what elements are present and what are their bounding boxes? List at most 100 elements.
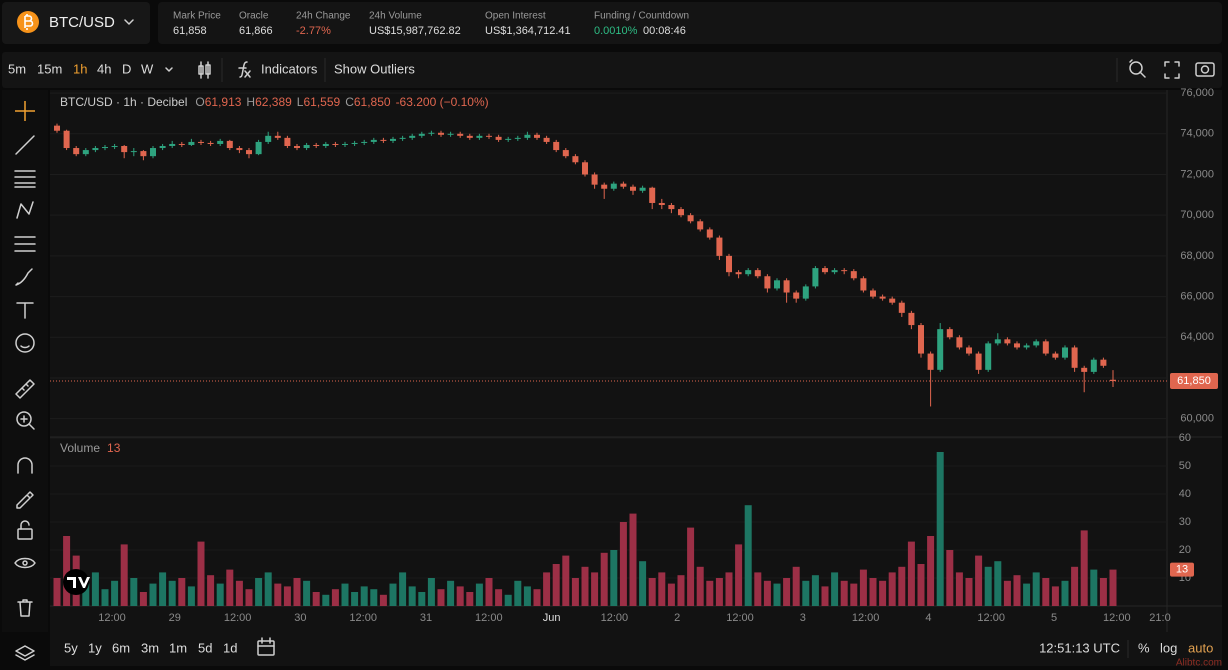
delete-tool[interactable] bbox=[17, 599, 33, 617]
text-tool[interactable] bbox=[16, 302, 34, 319]
volume-bar bbox=[437, 589, 445, 606]
crosshair-tool[interactable] bbox=[15, 101, 35, 121]
btc-glyph bbox=[24, 14, 34, 30]
layers-tool[interactable] bbox=[15, 645, 35, 661]
volume-bar bbox=[735, 544, 743, 606]
volume-bar bbox=[312, 592, 320, 606]
candle-body bbox=[351, 142, 358, 144]
candle-body bbox=[572, 156, 579, 163]
percent-toggle[interactable]: % bbox=[1138, 640, 1150, 655]
x-tick-label: 12:00 bbox=[475, 612, 503, 624]
screenshot-button[interactable] bbox=[1195, 62, 1215, 77]
candle-body bbox=[639, 187, 646, 191]
candle-body bbox=[150, 148, 156, 157]
candle-body bbox=[169, 143, 176, 146]
magnet-tool[interactable] bbox=[17, 457, 33, 474]
emoji-tool[interactable] bbox=[15, 333, 35, 353]
candle-body bbox=[428, 132, 435, 134]
candle-body bbox=[562, 150, 569, 157]
zoom-in-tool[interactable] bbox=[16, 411, 35, 430]
pattern-tool[interactable] bbox=[16, 201, 34, 219]
volume-bar bbox=[351, 592, 359, 606]
show-outliers-button[interactable]: Show Outliers bbox=[334, 61, 415, 76]
stay-in-drawing-tool[interactable] bbox=[16, 491, 34, 509]
fib-tool[interactable] bbox=[14, 170, 36, 188]
volume-bar bbox=[984, 566, 992, 606]
volume-tick-label: 40 bbox=[1179, 488, 1191, 500]
volume-bar bbox=[91, 572, 99, 606]
volume-bar bbox=[226, 569, 234, 606]
volume-bar bbox=[159, 572, 167, 606]
plot: 61,850 13 bbox=[50, 123, 1218, 606]
candle-body bbox=[514, 137, 521, 139]
candle-body bbox=[591, 174, 598, 185]
range-button[interactable]: 5y bbox=[64, 640, 78, 655]
visibility-tool[interactable] bbox=[14, 557, 36, 569]
timeframe-button[interactable]: 15m bbox=[37, 61, 62, 76]
volume-bar bbox=[63, 536, 71, 606]
range-button[interactable]: 5d bbox=[198, 640, 212, 655]
x-tick-label: 12:00 bbox=[601, 612, 629, 624]
range-button[interactable]: 6m bbox=[112, 640, 130, 655]
last-price-label: 61,850 bbox=[1177, 375, 1211, 387]
timeframe-button[interactable]: W bbox=[141, 61, 154, 76]
ruler-tool[interactable] bbox=[15, 379, 35, 399]
stat-value: US$15,987,762.82 bbox=[369, 25, 461, 37]
x-tick-label: 12:00 bbox=[349, 612, 377, 624]
x-tick-label: Jun bbox=[543, 612, 561, 624]
volume-bar bbox=[523, 586, 531, 606]
candle-body bbox=[745, 270, 752, 275]
candle-body bbox=[553, 141, 560, 151]
projection-tool[interactable] bbox=[14, 236, 36, 252]
candle-body bbox=[284, 137, 291, 146]
candle-body bbox=[380, 139, 387, 141]
chart-type-button[interactable] bbox=[198, 61, 211, 79]
timeframe-button[interactable]: 1h bbox=[73, 61, 87, 76]
candle-body bbox=[601, 184, 608, 189]
auto-toggle[interactable]: auto bbox=[1188, 640, 1213, 655]
range-button[interactable]: 1y bbox=[88, 640, 102, 655]
candle-body bbox=[111, 145, 118, 148]
watermark: Alibtc.com bbox=[1176, 658, 1222, 669]
date-range-button[interactable] bbox=[257, 637, 275, 656]
timeframe-button[interactable]: 4h bbox=[97, 61, 111, 76]
volume-bar bbox=[514, 580, 522, 606]
bottom-bar bbox=[50, 632, 1222, 666]
volume-bar bbox=[504, 594, 512, 606]
timeframe-button[interactable]: D bbox=[122, 61, 131, 76]
grid: 60,00062,00064,00066,00068,00070,00072,0… bbox=[50, 87, 1214, 624]
trendline-tool[interactable] bbox=[15, 135, 35, 155]
volume-bar bbox=[399, 572, 407, 606]
last-price-tag bbox=[1170, 373, 1218, 390]
volume-bar bbox=[466, 592, 474, 606]
brush-tool[interactable] bbox=[15, 268, 33, 286]
stat-label: Funding / Countdown bbox=[594, 11, 689, 22]
indicators-button[interactable]: Indicators bbox=[261, 61, 318, 76]
volume-bar bbox=[178, 578, 186, 606]
range-button[interactable]: 1d bbox=[223, 640, 237, 655]
volume-bar bbox=[1090, 569, 1098, 606]
x-tick-label: 30 bbox=[294, 612, 306, 624]
timeframe-more[interactable] bbox=[165, 67, 173, 72]
range-button[interactable]: 3m bbox=[141, 640, 159, 655]
fullscreen-button[interactable] bbox=[1164, 61, 1180, 79]
volume-title: Volume bbox=[60, 441, 100, 455]
volume-bar bbox=[869, 578, 877, 606]
candle-body bbox=[630, 186, 636, 191]
lock-tool[interactable] bbox=[17, 520, 33, 540]
symbol-selector[interactable] bbox=[2, 2, 150, 44]
range-button[interactable]: 1m bbox=[169, 640, 187, 655]
candle-body bbox=[870, 290, 876, 297]
volume-bar bbox=[82, 583, 90, 606]
zoom-button[interactable] bbox=[1129, 59, 1146, 78]
candle-body bbox=[1110, 379, 1116, 382]
volume-bar bbox=[687, 527, 695, 606]
chart-title: BTC/USD · 1h · Decibel bbox=[60, 95, 187, 109]
timeframe-button[interactable]: 5m bbox=[8, 61, 26, 76]
candle-body bbox=[63, 130, 70, 149]
log-toggle[interactable]: log bbox=[1160, 640, 1177, 655]
candle-body bbox=[908, 312, 915, 326]
candle-body bbox=[178, 143, 185, 145]
volume-bar bbox=[207, 575, 215, 606]
volume-bar bbox=[331, 589, 339, 606]
